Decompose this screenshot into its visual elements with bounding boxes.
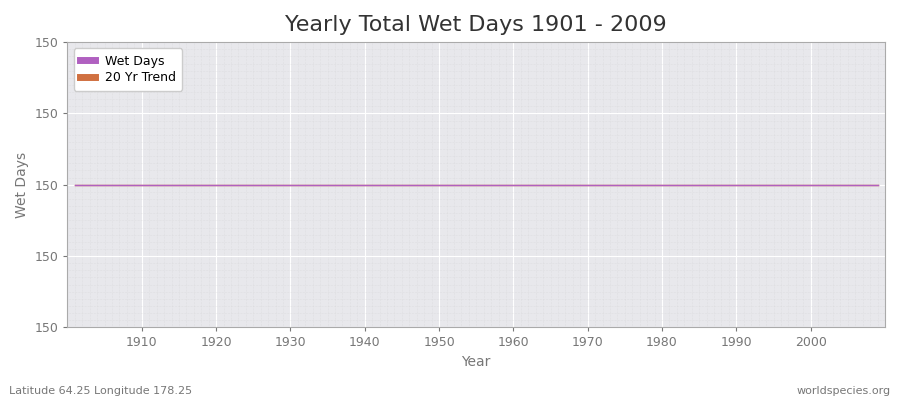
Title: Yearly Total Wet Days 1901 - 2009: Yearly Total Wet Days 1901 - 2009 (285, 15, 667, 35)
20 Yr Trend (69, 182, 80, 187)
20 Yr Trend (337, 182, 347, 187)
X-axis label: Year: Year (462, 355, 490, 369)
Wet Days (129, 182, 140, 187)
Wet Days (337, 182, 347, 187)
Text: worldspecies.org: worldspecies.org (796, 386, 891, 396)
20 Yr Trend (292, 182, 303, 187)
20 Yr Trend (508, 182, 518, 187)
Wet Days (292, 182, 303, 187)
Wet Days (500, 182, 511, 187)
Text: Latitude 64.25 Longitude 178.25: Latitude 64.25 Longitude 178.25 (9, 386, 192, 396)
20 Yr Trend (500, 182, 511, 187)
Wet Days (69, 182, 80, 187)
Y-axis label: Wet Days: Wet Days (15, 152, 29, 218)
20 Yr Trend (598, 182, 608, 187)
Wet Days (598, 182, 608, 187)
20 Yr Trend (129, 182, 140, 187)
Legend: Wet Days, 20 Yr Trend: Wet Days, 20 Yr Trend (74, 48, 182, 91)
20 Yr Trend (872, 182, 883, 187)
Wet Days (872, 182, 883, 187)
Wet Days (508, 182, 518, 187)
